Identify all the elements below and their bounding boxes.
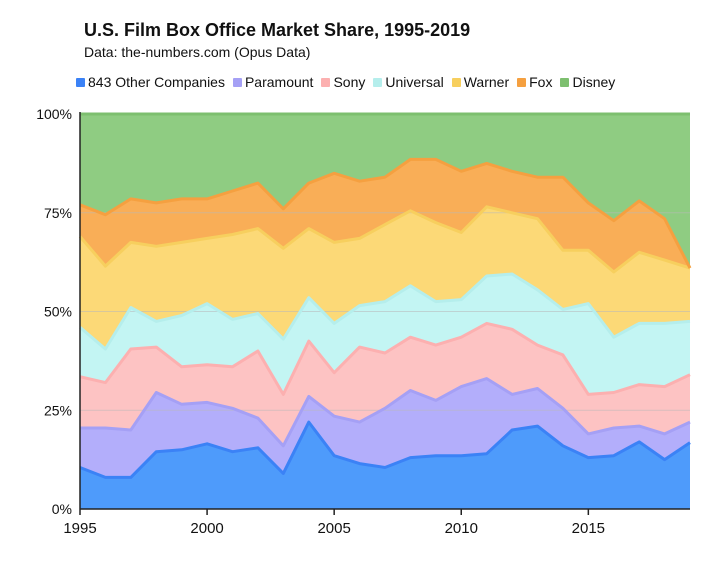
legend-label: 843 Other Companies bbox=[88, 74, 225, 90]
legend-item: Sony bbox=[321, 74, 365, 90]
series-line bbox=[80, 377, 691, 448]
chart-legend: 843 Other Companies Paramount Sony Universa… bbox=[76, 74, 623, 90]
legend-label: Disney bbox=[572, 74, 616, 90]
series-line bbox=[79, 272, 691, 351]
legend-swatch bbox=[76, 77, 85, 87]
legend-label: Fox bbox=[529, 74, 553, 90]
legend-label: Universal bbox=[385, 74, 444, 90]
area-sony bbox=[80, 323, 690, 446]
legend-item: Paramount bbox=[232, 74, 314, 90]
legend-swatch bbox=[321, 77, 331, 87]
y-tick-label: 25% bbox=[44, 402, 72, 418]
legend-swatch bbox=[517, 77, 527, 87]
legend-swatch bbox=[373, 77, 383, 87]
series-line bbox=[79, 420, 691, 479]
x-tick-label: 2010 bbox=[445, 520, 478, 537]
legend-item: 843 Other Companies bbox=[76, 74, 225, 90]
x-tick-label: 1995 bbox=[63, 520, 96, 537]
series-line bbox=[79, 321, 691, 396]
legend-label: Paramount bbox=[244, 74, 314, 90]
y-tick-label: 100% bbox=[36, 106, 72, 122]
y-tick-label: 50% bbox=[44, 304, 72, 320]
legend-item: Fox bbox=[517, 74, 552, 90]
legend-item: Disney bbox=[560, 74, 615, 90]
legend-swatch bbox=[232, 77, 242, 87]
legend-label: Warner bbox=[463, 74, 510, 90]
legend-item: Universal bbox=[373, 74, 444, 90]
area-paramount bbox=[80, 378, 690, 478]
legend-label: Sony bbox=[333, 74, 366, 90]
area-universal bbox=[80, 274, 690, 395]
series-line bbox=[79, 157, 692, 269]
y-tick-label: 75% bbox=[44, 205, 72, 221]
area-warner bbox=[80, 206, 690, 349]
legend-swatch bbox=[451, 77, 461, 87]
area-disney bbox=[80, 114, 690, 269]
y-tick-label: 0% bbox=[52, 501, 72, 517]
chart-title: U.S. Film Box Office Market Share, 1995-… bbox=[84, 20, 471, 40]
legend-swatch bbox=[560, 77, 570, 87]
series-line bbox=[78, 205, 691, 274]
area-fox bbox=[80, 159, 690, 272]
legend-item: Warner bbox=[451, 74, 510, 90]
x-tick-label: 2005 bbox=[317, 520, 350, 537]
x-tick-label: 2000 bbox=[190, 520, 223, 537]
x-tick-label: 2015 bbox=[572, 520, 605, 537]
area-843-other-companies bbox=[80, 422, 690, 509]
chart-subtitle: Data: the-numbers.com (Opus Data) bbox=[84, 44, 311, 60]
